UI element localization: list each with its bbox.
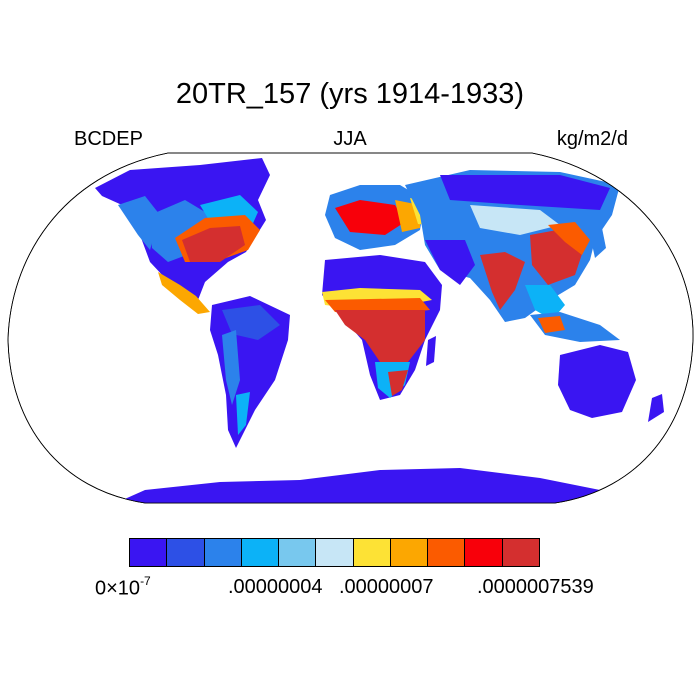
africa-south-red	[388, 370, 408, 396]
europe-west-red	[335, 200, 405, 235]
japan	[590, 228, 606, 258]
asia-central-pale	[470, 205, 560, 235]
colorbar-box-4	[279, 539, 317, 566]
colorbar-box-1	[167, 539, 205, 566]
colorbar-box-6	[353, 539, 391, 566]
greenland	[268, 158, 325, 196]
colorbar-box-9	[465, 539, 503, 566]
na-west-light	[118, 196, 160, 250]
sa-south-light	[236, 392, 250, 435]
australia	[558, 345, 636, 418]
continents	[95, 158, 664, 503]
new-zealand	[648, 394, 664, 422]
na-east-red	[182, 226, 245, 262]
season-label: JJA	[333, 128, 367, 150]
colorbar	[129, 538, 540, 567]
colorbar-box-7	[390, 539, 429, 566]
asia-north-blue	[440, 175, 610, 210]
map-outline	[7, 152, 694, 504]
colorbar-box-0	[130, 539, 168, 566]
colorbar-box-2	[204, 539, 242, 566]
colorbar-box-3	[241, 539, 280, 566]
units-label: kg/m2/d	[556, 128, 628, 150]
madagascar	[426, 336, 436, 366]
colorbar-box-5	[316, 539, 354, 566]
colorbar-tick-0: 0×10-7	[95, 574, 151, 600]
colorbar-tick-1: .00000004	[228, 576, 323, 598]
variable-label: BCDEP	[74, 128, 143, 150]
sa-north-blue	[222, 305, 280, 340]
africa-central-red	[335, 310, 425, 362]
plot-title: 20TR_157 (yrs 1914-1933)	[175, 78, 525, 110]
colorbar-box-8	[428, 539, 466, 566]
asia-middle-east	[425, 240, 475, 285]
indonesia-orange	[538, 316, 565, 333]
china-orange	[548, 222, 590, 255]
asia	[405, 170, 620, 322]
colorbar-tick-3: .0000007539	[477, 576, 594, 598]
colorbar-box-10	[502, 539, 539, 566]
na-mexico	[158, 272, 210, 314]
se-asia	[525, 285, 565, 320]
india-red	[480, 252, 525, 310]
antarctica	[100, 468, 600, 503]
sa-west-cyan	[222, 330, 240, 405]
colorbar-tick-2: .00000007	[339, 576, 434, 598]
